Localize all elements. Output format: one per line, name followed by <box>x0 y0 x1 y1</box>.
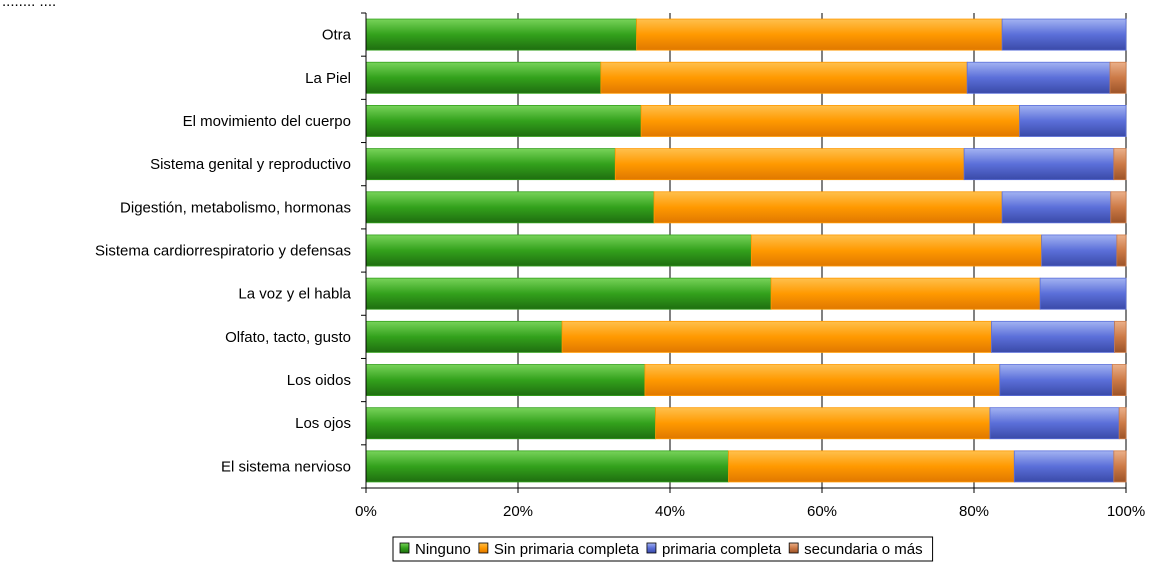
bar-segment <box>770 277 1041 310</box>
bar-segment <box>365 277 772 310</box>
bar-segment <box>1113 148 1127 181</box>
category-label: La Piel <box>305 70 351 87</box>
bar-segment <box>561 320 992 353</box>
legend-label: Sin primaria completa <box>494 541 640 558</box>
category-label: Olfato, tacto, gusto <box>225 329 351 346</box>
bar-segment <box>365 450 729 483</box>
bar-segment <box>655 407 991 440</box>
bar-segment <box>640 105 1021 137</box>
category-label: Los ojos <box>295 415 351 432</box>
bar-segment <box>1001 191 1112 224</box>
category-label: Otra <box>322 27 352 44</box>
bar-segment <box>1019 105 1127 137</box>
header-fragment: ........ .... <box>2 0 56 10</box>
bar-segment <box>750 234 1043 267</box>
bar-segment <box>1113 450 1127 483</box>
bar-segment <box>653 191 1003 224</box>
bar-segment <box>1118 407 1127 440</box>
category-labels: Otra La Piel El movimiento del cuerpo Siste… <box>95 27 352 476</box>
bar-segment <box>1111 364 1127 396</box>
legend-swatch <box>646 542 657 554</box>
x-tick-label: 60% <box>807 503 837 520</box>
x-tick-label: 100% <box>1107 503 1145 520</box>
legend-swatch <box>788 542 799 554</box>
bar-segment <box>1041 234 1118 267</box>
category-label: Los oidos <box>287 372 351 389</box>
legend-label: Ninguno <box>415 541 471 558</box>
bar-segment <box>966 61 1111 94</box>
bar-segment <box>365 191 655 224</box>
category-label: El movimiento del cuerpo <box>183 113 351 130</box>
bar-segment <box>963 148 1115 181</box>
legend-label: secundaria o más <box>804 541 922 558</box>
bar-segment <box>600 61 968 94</box>
legend-swatch <box>399 542 410 554</box>
bar-segment <box>989 407 1120 440</box>
bar-segment <box>636 18 1003 51</box>
x-tick-label: 80% <box>959 503 989 520</box>
legend-swatch <box>478 542 489 554</box>
bar-segment <box>365 364 646 396</box>
legend-label: primaria completa <box>662 541 782 558</box>
category-label: El sistema nervioso <box>221 458 351 475</box>
bar-segment <box>644 364 1001 396</box>
bar-segment <box>365 234 752 267</box>
category-label: Digestión, metabolismo, hormonas <box>120 199 351 216</box>
x-tick-label: 0% <box>355 503 377 520</box>
category-label: Sistema genital y reproductivo <box>150 156 351 173</box>
bars <box>365 18 1127 483</box>
bar-segment <box>365 61 602 94</box>
x-tick-label: 40% <box>655 503 685 520</box>
category-label: Sistema cardiorrespiratorio y defensas <box>95 243 351 260</box>
legend: Ninguno Sin primaria completa primaria com… <box>392 536 934 562</box>
bar-segment <box>1114 320 1127 353</box>
bar-segment <box>991 320 1115 353</box>
bar-segment <box>999 364 1113 396</box>
bar-segment <box>365 105 642 137</box>
bar-segment <box>1013 450 1115 483</box>
bar-segment <box>1110 191 1127 224</box>
axes <box>361 12 1127 493</box>
bar-segment <box>1109 61 1127 94</box>
bar-segment <box>614 148 965 181</box>
bar-segment <box>1001 18 1127 51</box>
bar-segment <box>365 407 656 440</box>
bar-segment <box>1039 277 1127 310</box>
bar-segment <box>365 18 637 51</box>
x-tick-label: 20% <box>503 503 533 520</box>
category-label: La voz y el habla <box>238 286 351 303</box>
bar-segment <box>365 148 616 181</box>
bar-segment <box>1116 234 1127 267</box>
x-tick-labels: 0% 20% 40% 60% 80% 100% <box>355 503 1145 520</box>
bar-segment <box>728 450 1015 483</box>
bar-segment <box>365 320 563 353</box>
